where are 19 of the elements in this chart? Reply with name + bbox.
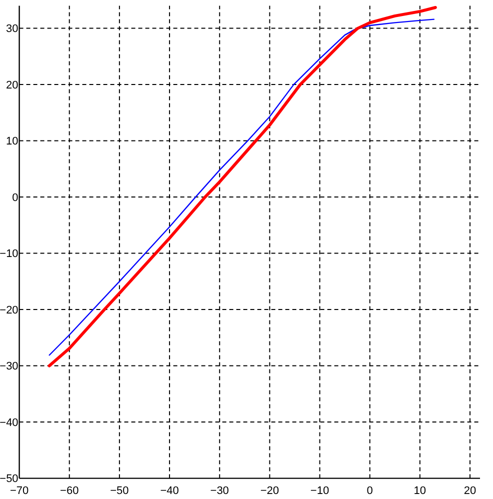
y-tick-label: −20 — [0, 304, 18, 316]
x-tick-label: −50 — [110, 485, 129, 497]
y-tick-label: −40 — [0, 416, 18, 429]
x-tick-label: 20 — [464, 485, 476, 497]
x-tick-label: −20 — [260, 485, 280, 497]
y-tick-label: −50 — [0, 473, 18, 486]
x-tick-label: −60 — [60, 485, 79, 497]
x-tick-label: −40 — [160, 485, 179, 497]
x-tick-label: −10 — [310, 485, 330, 497]
x-tick-label: −70 — [10, 485, 29, 497]
y-tick-label: −30 — [0, 360, 18, 373]
y-tick-label: −10 — [0, 248, 18, 260]
x-tick-label: −30 — [210, 485, 229, 497]
y-tick-label: 0 — [12, 192, 18, 204]
x-tick-label: 10 — [414, 485, 426, 497]
y-tick-label: 10 — [6, 136, 18, 148]
x-tick-label: 0 — [366, 485, 373, 497]
y-tick-label: 20 — [6, 79, 18, 92]
y-tick-label: 30 — [6, 23, 18, 36]
